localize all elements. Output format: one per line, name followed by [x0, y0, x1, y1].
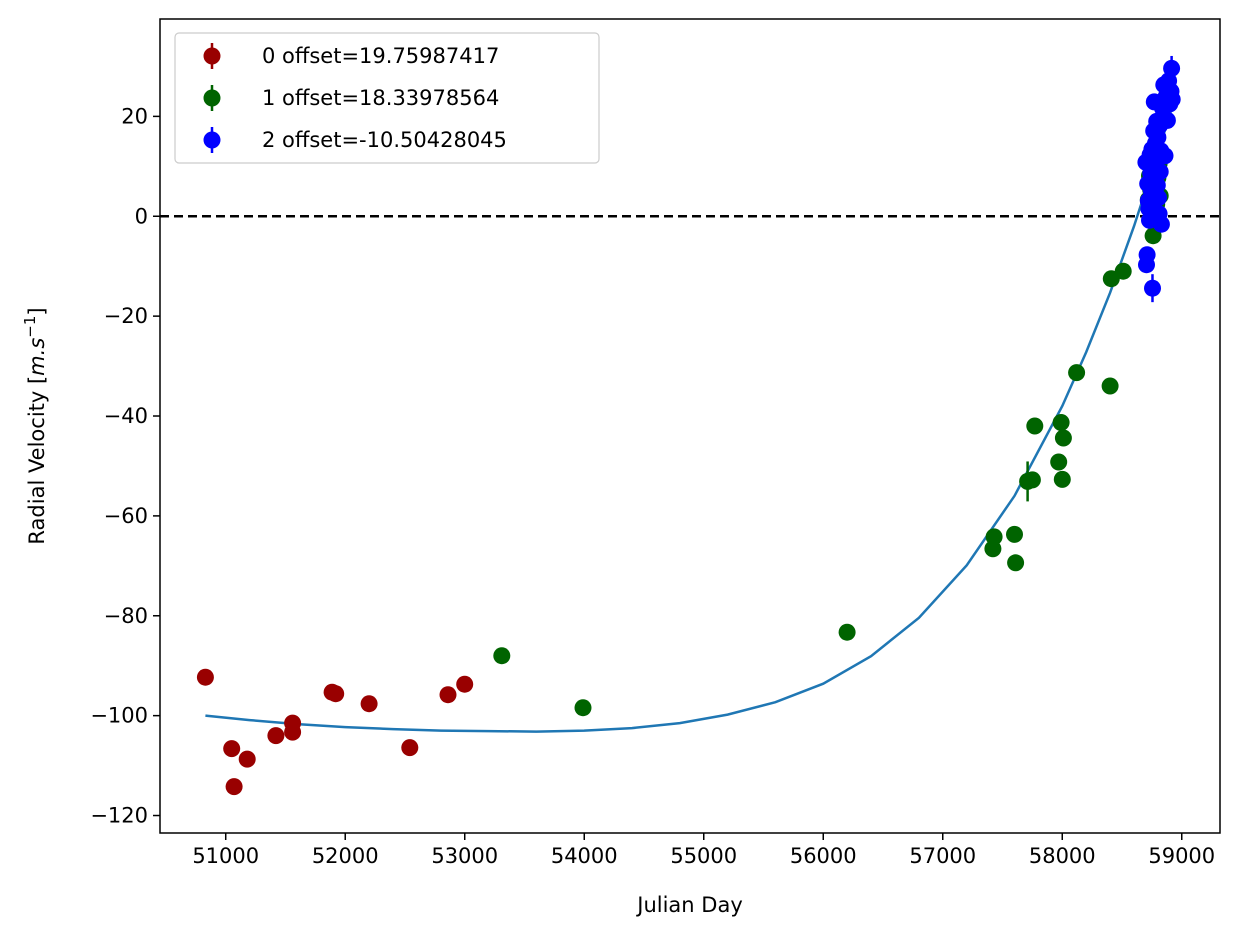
plot-frame — [159, 18, 1221, 834]
legend-entry-0: 0 offset=19.75987417 — [203, 43, 499, 69]
x-tick-label: 57000 — [909, 844, 976, 868]
y-tick-label: 0 — [135, 204, 148, 228]
data-point — [238, 750, 256, 768]
data-layer — [160, 55, 1220, 796]
y-axis-title-main: Radial Velocity [ — [25, 376, 49, 545]
data-point — [1158, 111, 1176, 129]
x-tick-label: 54000 — [551, 844, 618, 868]
y-axis-title-unit: m.s — [25, 338, 49, 376]
data-point — [493, 647, 511, 665]
x-tick-label: 59000 — [1148, 844, 1215, 868]
data-point — [1114, 262, 1132, 280]
data-point — [1054, 429, 1072, 447]
legend: 0 offset=19.75987417 1 offset=18.33978564… — [174, 32, 600, 164]
data-point — [267, 727, 285, 745]
legend-entry-1: 1 offset=18.33978564 — [203, 85, 499, 111]
data-point — [1138, 246, 1156, 264]
data-point — [360, 695, 378, 713]
data-point — [1156, 147, 1174, 165]
legend-label: 0 offset=19.75987417 — [262, 44, 499, 68]
data-point — [1101, 377, 1119, 395]
x-tick-label: 58000 — [1029, 844, 1096, 868]
y-tick-label: −100 — [90, 704, 148, 728]
legend-entries: 0 offset=19.75987417 1 offset=18.33978564… — [203, 43, 507, 153]
x-axis-title: Julian Day — [635, 893, 743, 917]
data-point — [327, 685, 345, 703]
x-tick-label: 52000 — [312, 844, 379, 868]
legend-entry-2: 2 offset=-10.50428045 — [203, 127, 507, 153]
y-tick-label: −20 — [104, 304, 148, 328]
legend-box — [174, 32, 600, 164]
legend-label: 1 offset=18.33978564 — [262, 86, 499, 110]
data-point — [1163, 90, 1181, 108]
legend-label: 2 offset=-10.50428045 — [262, 128, 507, 152]
y-tick-label: −80 — [104, 604, 148, 628]
data-point — [1148, 176, 1166, 194]
data-point — [1150, 189, 1167, 207]
data-point — [838, 623, 856, 641]
x-axis: 51000 52000 53000 54000 55000 56000 57000 58000… — [192, 833, 1215, 868]
data-point — [223, 740, 241, 758]
y-tick-label: −40 — [104, 404, 148, 428]
x-tick-label: 53000 — [431, 844, 498, 868]
data-point — [196, 668, 214, 686]
y-tick-label: −120 — [90, 804, 148, 828]
data-point — [1052, 414, 1070, 431]
data-point — [225, 778, 243, 796]
series-0 — [196, 668, 474, 796]
x-tick-label: 55000 — [670, 844, 737, 868]
model-curve — [205, 95, 1177, 733]
y-axis-title-exponent: −1 — [21, 316, 39, 338]
data-point — [456, 675, 474, 693]
y-axis-title: Radial Velocity [m.s−1] — [21, 307, 49, 544]
y-tick-label: 20 — [121, 104, 148, 128]
data-point — [1023, 471, 1041, 489]
data-point — [1144, 279, 1161, 297]
series-2 — [1137, 55, 1181, 303]
x-tick-label: 56000 — [790, 844, 857, 868]
data-point — [1163, 59, 1181, 77]
data-point — [1068, 364, 1086, 382]
legend-marker — [203, 89, 221, 107]
data-point — [1026, 417, 1044, 435]
legend-marker — [203, 131, 221, 149]
y-tick-label: −60 — [104, 504, 148, 528]
data-point — [439, 686, 457, 704]
data-point — [401, 739, 419, 757]
data-point — [1050, 453, 1068, 471]
data-point — [985, 528, 1003, 546]
data-point — [1006, 525, 1023, 543]
data-point — [1053, 470, 1071, 488]
data-point — [1007, 554, 1025, 572]
data-point — [284, 723, 302, 741]
data-point — [1152, 215, 1170, 233]
legend-marker — [203, 47, 221, 65]
x-tick-label: 51000 — [192, 844, 259, 868]
y-axis: 20 0 −20 −40 −60 −80 −100 −120 — [90, 104, 160, 828]
data-point — [574, 699, 592, 717]
y-axis-title-close: ] — [25, 307, 49, 315]
data-point — [1151, 163, 1169, 181]
